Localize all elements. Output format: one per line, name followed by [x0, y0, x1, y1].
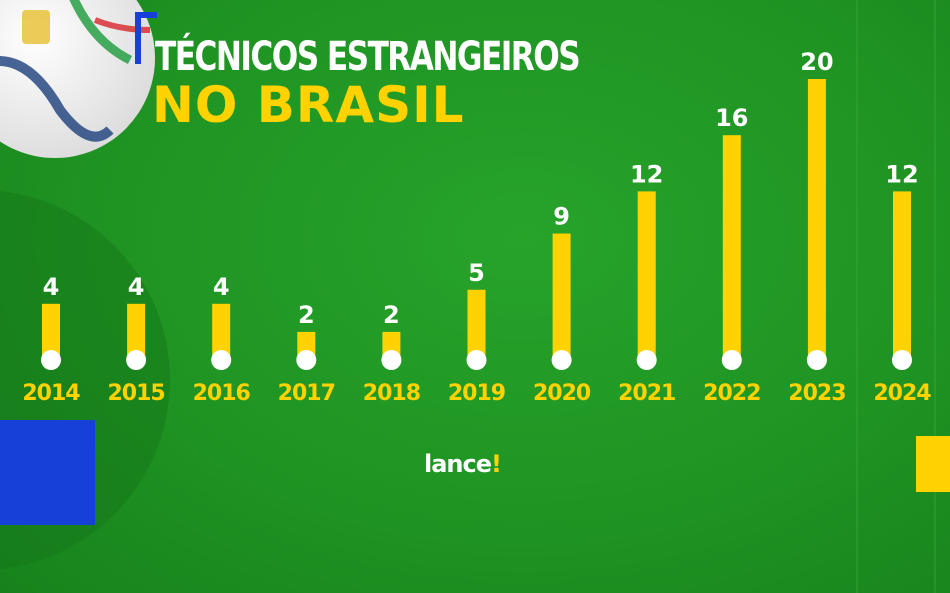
bar-marker-2022: [721, 350, 742, 370]
x-tick-label-2024: 2024: [873, 381, 931, 406]
x-tick-label-2016: 2016: [193, 381, 251, 406]
bar-marker-2017: [296, 350, 317, 370]
bar-2020: [552, 233, 571, 360]
data-label-2017: 2: [298, 301, 315, 329]
data-label-2024: 12: [885, 160, 918, 188]
data-label-2015: 4: [128, 273, 145, 301]
data-label-2016: 4: [213, 273, 230, 301]
data-label-2020: 9: [553, 203, 570, 231]
corner-bracket: [135, 12, 157, 64]
x-tick-label-2021: 2021: [618, 381, 675, 406]
bar-2021: [637, 191, 656, 360]
soccer-ball-icon: [0, 0, 155, 158]
bar-marker-2014: [41, 350, 61, 370]
x-tick-label-2018: 2018: [363, 381, 420, 406]
x-tick-label-2014: 2014: [22, 381, 80, 406]
bar-2016: [212, 303, 231, 360]
x-tick-label-2015: 2015: [107, 381, 164, 406]
bar-marker-2023: [806, 350, 827, 370]
data-label-2023: 20: [800, 48, 833, 76]
bar-2015: [127, 303, 146, 360]
lance-logo: lance!: [424, 450, 502, 478]
data-label-2019: 5: [468, 259, 485, 287]
bar-marker-2018: [381, 350, 402, 370]
chart-title-line2: NO BRASIL: [152, 76, 465, 134]
data-label-2018: 2: [383, 301, 400, 329]
x-tick-label-2019: 2019: [448, 381, 505, 406]
bar-marker-2021: [636, 350, 657, 370]
x-tick-label-2023: 2023: [788, 381, 845, 406]
data-label-2022: 16: [715, 104, 748, 132]
data-label-2014: 4: [43, 273, 60, 301]
bar-marker-2015: [126, 350, 147, 370]
bar-2023: [807, 79, 826, 360]
bar-2014: [42, 303, 60, 360]
bar-marker-2020: [551, 350, 572, 370]
data-label-2021: 12: [630, 160, 663, 188]
bar-2019: [467, 289, 486, 360]
chart-title-line1: TÉCNICOS ESTRANGEIROS: [155, 34, 581, 80]
yellow-accent-block: [916, 436, 950, 492]
bar-marker-2016: [211, 350, 232, 370]
logo-text: lance: [424, 450, 492, 478]
bar-2022: [722, 135, 741, 360]
x-tick-label-2017: 2017: [278, 381, 335, 406]
bar-marker-2019: [466, 350, 487, 370]
bar-2024: [893, 191, 911, 360]
x-tick-label-2020: 2020: [533, 381, 591, 406]
blue-accent-block: [0, 420, 95, 525]
logo-exclamation: !: [491, 450, 502, 478]
bar-marker-2024: [892, 350, 912, 370]
x-tick-label-2022: 2022: [703, 381, 760, 406]
